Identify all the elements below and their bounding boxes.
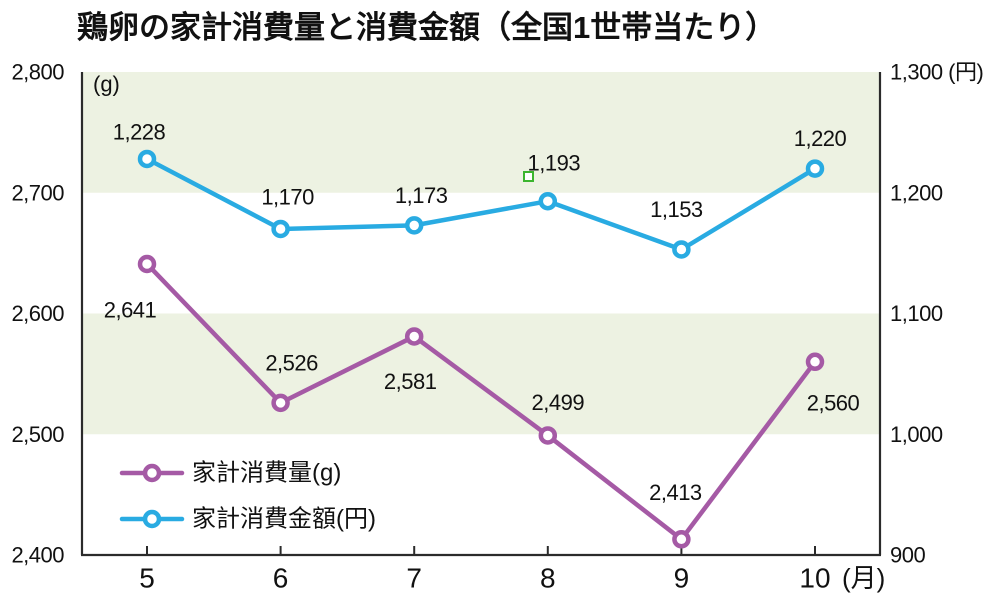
right-axis-tick-label: 1,100 — [890, 301, 943, 326]
series-0-value-label: 2,560 — [807, 390, 860, 415]
left-axis-tick-label: 2,600 — [11, 301, 64, 326]
series-0-marker — [672, 530, 691, 549]
series-1-value-label: 1,220 — [794, 126, 847, 151]
series-1-value-label: 1,193 — [528, 151, 581, 176]
series-0-value-label: 2,526 — [265, 350, 318, 375]
right-axis-tick-label: 1,300 (円) — [890, 60, 983, 85]
series-0-line — [144, 261, 818, 542]
x-axis-tick-label: 7 — [406, 563, 422, 594]
x-axis-tick-label: 8 — [540, 563, 556, 594]
series-1-marker — [137, 149, 157, 169]
stray-green-square-mark — [523, 171, 534, 182]
legend-marker-circle — [142, 509, 162, 529]
chart-title: 鶏卵の家計消費量と消費金額（全国1世帯当たり） — [77, 10, 777, 45]
series-1-value-label: 1,228 — [113, 119, 166, 144]
right-axis-tick-label: 900 — [890, 543, 925, 568]
series-1-value-label: 1,153 — [650, 197, 703, 222]
series-1-marker — [538, 191, 558, 211]
x-axis-tick-label: 10 — [799, 563, 830, 594]
legend-marker-circle — [142, 463, 162, 483]
left-axis-tick-label: 2,400 — [11, 543, 64, 568]
right-axis-tick-label: 1,000 — [890, 422, 943, 447]
series-1-line — [144, 156, 818, 252]
series-0-value-label: 2,581 — [384, 369, 437, 394]
series-1-marker — [271, 219, 290, 239]
series-1-marker — [404, 216, 424, 235]
x-axis-tick-label: 6 — [273, 563, 289, 594]
right-axis-tick-label: 1,200 — [890, 180, 943, 205]
series-0-marker — [271, 393, 290, 413]
series-0-marker — [404, 327, 424, 346]
x-axis-tick-label: 5 — [139, 563, 155, 594]
series-1-marker — [672, 240, 691, 259]
left-axis-tick-label: 2,500 — [11, 422, 64, 447]
series-0-marker — [538, 426, 558, 445]
series-0-value-label: 2,499 — [532, 390, 585, 415]
plot-band — [82, 313, 880, 435]
series-1-value-label: 1,173 — [395, 183, 448, 208]
series-0-marker — [805, 352, 825, 372]
x-axis-unit-label: (月) — [842, 563, 885, 593]
series-0-marker — [137, 254, 157, 274]
left-axis-unit-label: (g) — [93, 72, 120, 97]
plot-band — [82, 72, 880, 193]
series-1-value-label: 1,170 — [261, 184, 314, 209]
legend-item-label: 家計消費量(g) — [192, 460, 341, 487]
x-axis-tick-label: 9 — [674, 563, 690, 594]
series-1-marker — [805, 159, 825, 178]
left-axis-tick-label: 2,700 — [11, 180, 64, 205]
series-0-value-label: 2,413 — [649, 480, 702, 505]
left-axis-tick-label: 2,800 — [11, 60, 64, 85]
legend-item-label: 家計消費金額(円) — [192, 506, 376, 533]
series-0-value-label: 2,641 — [104, 297, 157, 322]
